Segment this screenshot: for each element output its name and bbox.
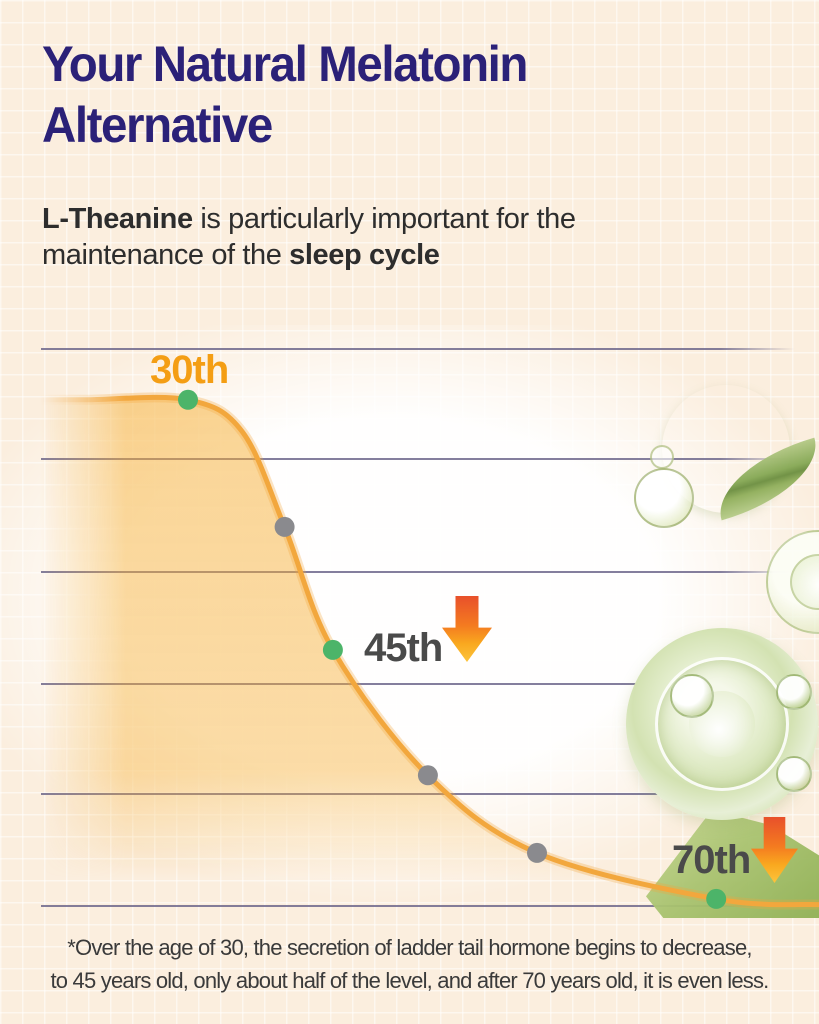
bubble-icon — [634, 468, 694, 528]
gridline — [41, 683, 795, 685]
footnote-line1: *Over the age of 30, the secretion of la… — [67, 935, 752, 960]
page-title-line1: Your Natural Melatonin — [42, 36, 528, 92]
bubble-icon — [670, 674, 714, 718]
curve-area-fill — [40, 397, 819, 915]
melatonin-decline-chart: 30th 45th 70th — [0, 325, 819, 920]
bubble-icon — [776, 756, 812, 792]
green-marker-dot — [178, 389, 198, 410]
decline-curve — [40, 389, 819, 915]
subtitle: L-Theanine is particularly important for… — [42, 201, 702, 274]
gridline — [41, 348, 795, 350]
bubble-icon — [776, 674, 812, 710]
page-title: Your Natural Melatonin Alternative — [42, 34, 669, 156]
green-marker-dot — [322, 639, 343, 660]
green-marker-dot — [706, 888, 727, 909]
gridline — [41, 571, 795, 573]
subtitle-text: is particularly important for the mainte… — [42, 203, 576, 272]
subtitle-keyword-1: L-Theanine — [42, 203, 193, 235]
footnote: *Over the age of 30, the secretion of la… — [0, 931, 819, 997]
subtitle-keyword-2: sleep cycle — [289, 239, 440, 272]
milestone-label-30th: 30th — [150, 348, 229, 392]
bubble-icon — [626, 628, 818, 820]
bubble-inner-ring — [654, 656, 790, 792]
milestone-label-45th: 45th — [364, 626, 443, 670]
gray-marker-dot — [274, 516, 295, 537]
gray-marker-dot — [527, 842, 547, 863]
gridline — [41, 458, 795, 460]
curve-markers — [178, 389, 727, 909]
gray-marker-dot — [417, 765, 438, 786]
footnote-line2: to 45 years old, only about half of the … — [50, 968, 770, 993]
milestone-label-70th: 70th — [672, 838, 751, 882]
page-title-line2: Alternative — [42, 97, 273, 153]
